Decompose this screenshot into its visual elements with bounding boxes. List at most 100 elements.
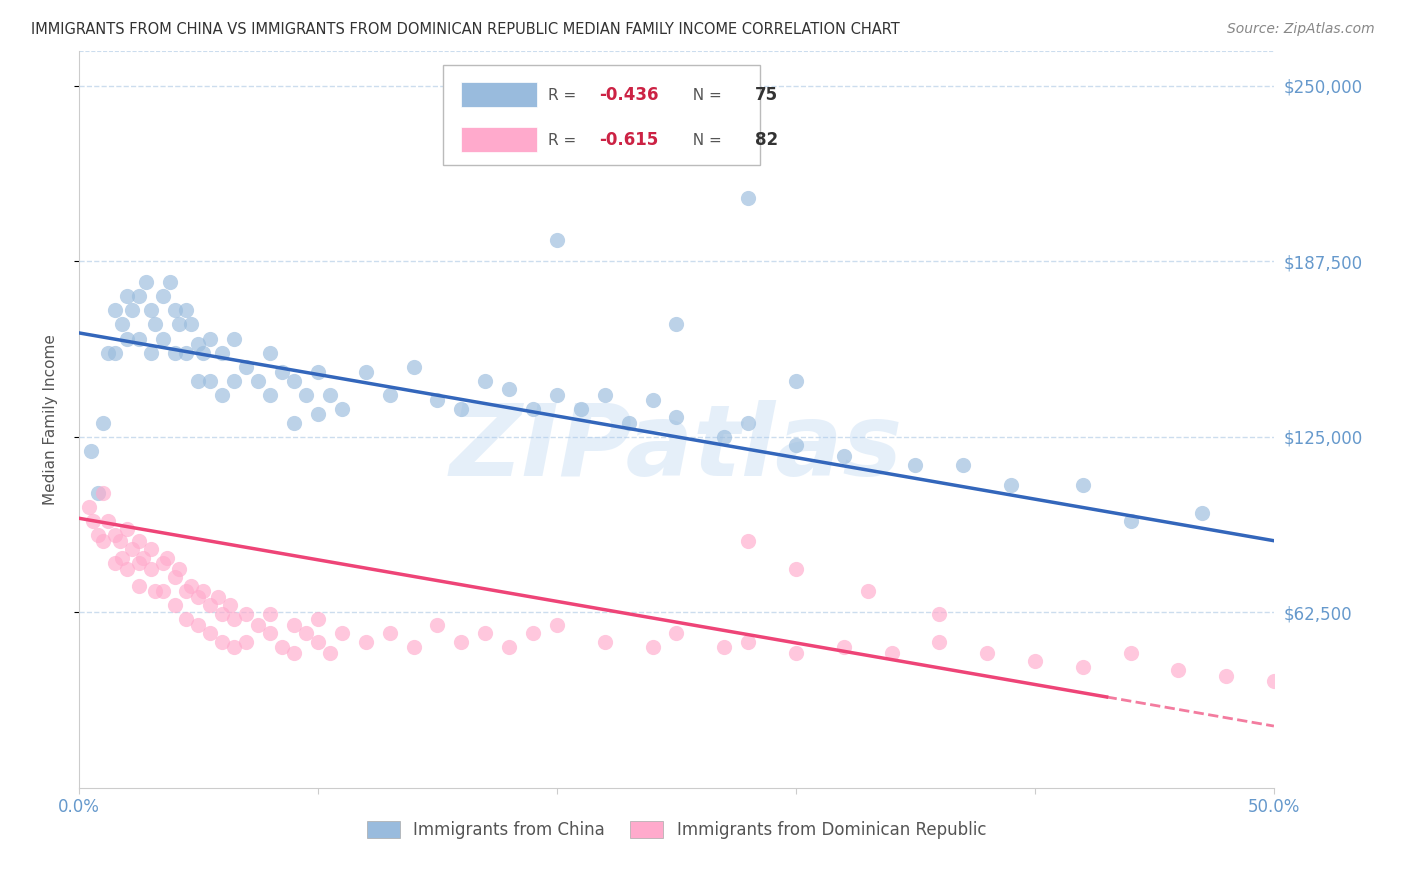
Text: -0.615: -0.615 — [599, 131, 659, 149]
Point — [856, 584, 879, 599]
Point — [1263, 674, 1285, 689]
Point — [832, 640, 855, 655]
Point — [82, 514, 104, 528]
Point — [641, 640, 664, 655]
Point — [307, 635, 329, 649]
Point — [211, 345, 233, 359]
Point — [169, 562, 191, 576]
Point — [832, 450, 855, 464]
Point — [330, 626, 353, 640]
Point — [1071, 660, 1094, 674]
Point — [522, 626, 544, 640]
Point — [111, 318, 134, 332]
Point — [145, 584, 167, 599]
Point — [200, 374, 222, 388]
Point — [218, 599, 240, 613]
Point — [665, 318, 688, 332]
Point — [450, 401, 472, 416]
Y-axis label: Median Family Income: Median Family Income — [44, 334, 58, 505]
Point — [128, 332, 150, 346]
Point — [152, 556, 174, 570]
Point — [128, 533, 150, 548]
Point — [737, 416, 759, 430]
Text: 75: 75 — [755, 87, 778, 104]
Text: ZIPatlas: ZIPatlas — [450, 401, 903, 497]
Point — [135, 276, 157, 290]
Point — [152, 584, 174, 599]
Point — [200, 332, 222, 346]
Point — [319, 387, 342, 401]
Point — [378, 626, 401, 640]
Text: -0.436: -0.436 — [599, 87, 659, 104]
Point — [641, 393, 664, 408]
Point — [1119, 646, 1142, 660]
Point — [156, 550, 179, 565]
Point — [121, 303, 143, 318]
Point — [176, 584, 198, 599]
Point — [785, 562, 807, 576]
Point — [108, 533, 131, 548]
Point — [163, 570, 186, 584]
Text: R =: R = — [548, 133, 581, 147]
Point — [307, 408, 329, 422]
Point — [121, 542, 143, 557]
Point — [128, 579, 150, 593]
Point — [224, 640, 246, 655]
Point — [115, 523, 138, 537]
Point — [426, 393, 449, 408]
Point — [169, 318, 191, 332]
Point — [235, 359, 257, 374]
Point — [283, 618, 305, 632]
Point — [593, 635, 616, 649]
Point — [128, 556, 150, 570]
Point — [259, 626, 281, 640]
Point — [1191, 506, 1213, 520]
Point — [785, 646, 807, 660]
Point — [259, 607, 281, 621]
Point — [283, 416, 305, 430]
Point — [593, 120, 616, 135]
Point — [104, 528, 127, 542]
Point — [713, 430, 735, 444]
Legend: Immigrants from China, Immigrants from Dominican Republic: Immigrants from China, Immigrants from D… — [360, 814, 993, 846]
Point — [176, 612, 198, 626]
Point — [307, 612, 329, 626]
Point — [737, 191, 759, 205]
Point — [139, 303, 162, 318]
Point — [330, 401, 353, 416]
Point — [785, 438, 807, 452]
Point — [1119, 514, 1142, 528]
Point — [354, 365, 377, 379]
Point — [91, 416, 114, 430]
Point — [187, 590, 209, 604]
Point — [307, 365, 329, 379]
Point — [354, 635, 377, 649]
Point — [247, 618, 270, 632]
Point — [193, 345, 215, 359]
Point — [295, 626, 318, 640]
Text: 82: 82 — [755, 131, 778, 149]
Point — [224, 612, 246, 626]
Point — [200, 599, 222, 613]
Point — [713, 640, 735, 655]
Point — [665, 410, 688, 425]
Point — [163, 345, 186, 359]
Point — [569, 401, 592, 416]
Point — [498, 640, 520, 655]
Point — [152, 289, 174, 303]
Point — [176, 345, 198, 359]
Point — [785, 374, 807, 388]
Point — [224, 374, 246, 388]
Point — [617, 416, 640, 430]
Point — [319, 646, 342, 660]
Point — [737, 635, 759, 649]
Point — [283, 374, 305, 388]
Point — [259, 345, 281, 359]
Point — [402, 640, 425, 655]
Point — [546, 387, 568, 401]
Point — [187, 337, 209, 351]
Point — [928, 635, 950, 649]
Text: R =: R = — [548, 87, 581, 103]
Point — [1000, 477, 1022, 491]
Point — [97, 514, 120, 528]
